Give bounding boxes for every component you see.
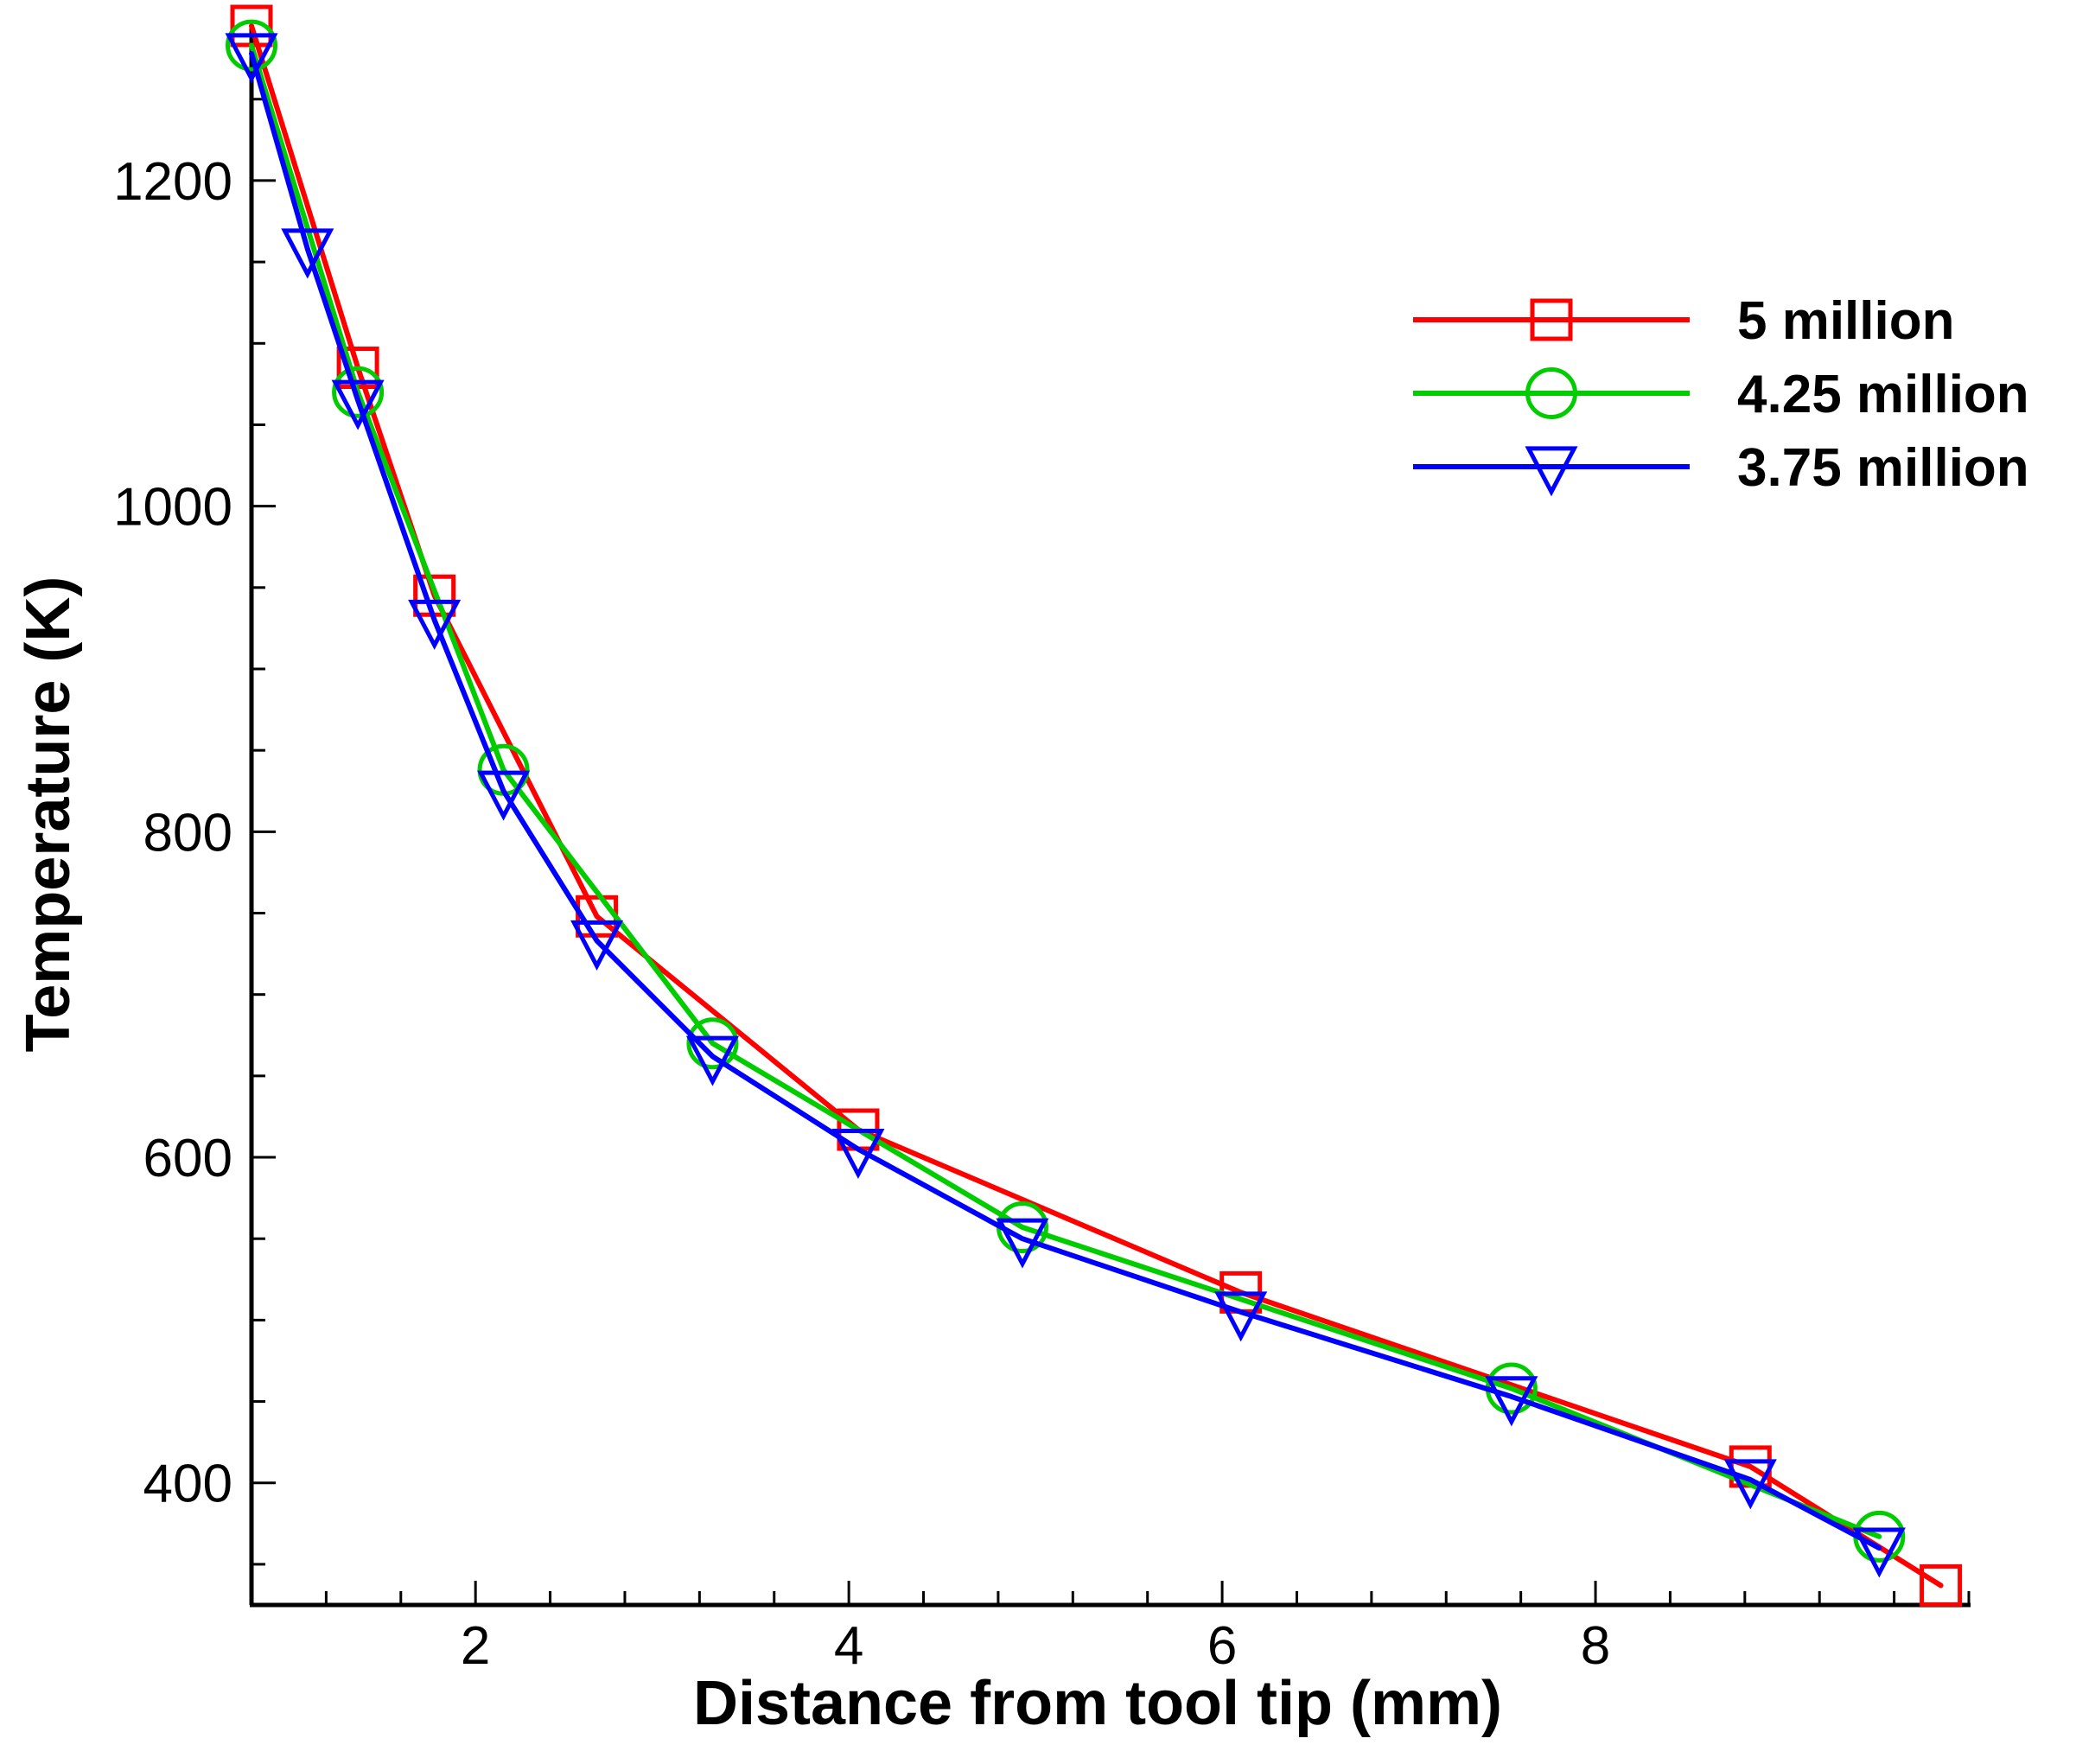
x-tick-label: 8: [1581, 1616, 1610, 1676]
data-point: [1485, 1376, 1538, 1427]
y-tick-label: 800: [143, 803, 232, 863]
x-axis-title: Distance from tool tip (mm): [693, 1669, 1502, 1738]
legend-item: 4.25 million: [1413, 365, 2029, 424]
y-tick-label: 400: [143, 1455, 232, 1514]
data-point: [1214, 1291, 1268, 1342]
x-axis-ticks: 2 4 6 8: [250, 1581, 1971, 1676]
series-1: [230, 4, 1963, 1607]
legend-marker: [1525, 446, 1578, 497]
legend-marker: [1525, 367, 1577, 419]
y-axis-ticks: 400 600 800 1000 1200: [113, 98, 276, 1566]
series-3: [225, 33, 1906, 1578]
data-point: [331, 379, 385, 430]
legend-item: 5 million: [1413, 291, 1954, 351]
data-point: [408, 599, 462, 650]
data-point: [570, 920, 624, 971]
x-tick-label: 4: [834, 1616, 863, 1676]
legend-label: 5 million: [1737, 291, 1954, 351]
data-point: [225, 33, 278, 84]
legend-label: 4.25 million: [1737, 365, 2029, 424]
y-axis-title: Temperature (K): [14, 576, 83, 1053]
legend-marker: [1530, 298, 1573, 341]
data-point: [477, 770, 531, 821]
data-point: [281, 228, 334, 279]
y-tick-label: 1000: [113, 478, 232, 538]
data-point: [1852, 1527, 1906, 1578]
x-tick-label: 6: [1207, 1616, 1237, 1676]
data-point: [686, 1017, 739, 1070]
series-2: [226, 19, 1906, 1563]
series-line: [249, 23, 1944, 1589]
data-point: [1723, 1459, 1777, 1510]
legend-label: 3.75 million: [1737, 438, 2029, 498]
data-point: [332, 366, 385, 418]
data-point: [831, 1128, 885, 1180]
x-tick-label: 2: [461, 1616, 490, 1676]
data-point: [996, 1218, 1049, 1269]
y-tick-label: 1200: [113, 152, 232, 212]
series-line: [249, 51, 1882, 1551]
y-tick-label: 600: [143, 1129, 232, 1188]
data-point: [226, 19, 277, 72]
data-point: [685, 1035, 740, 1086]
data-point: [1920, 1563, 1963, 1607]
legend-item: 3.75 million: [1413, 438, 2029, 498]
axes: [249, 26, 1971, 1608]
legend: 5 million 4.25 million 3.75 million: [1413, 291, 2029, 498]
series-group: [225, 4, 1963, 1607]
